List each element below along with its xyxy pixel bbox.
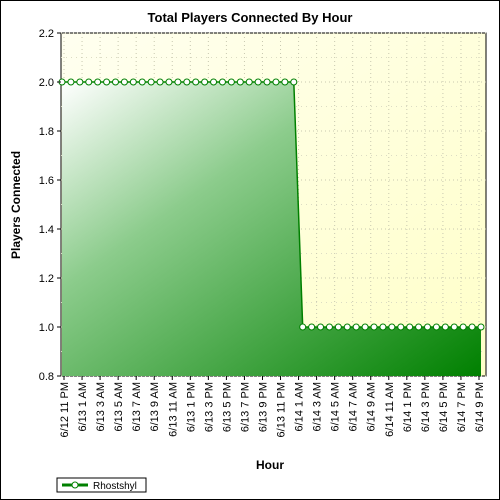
x-tick-label: 6/13 7 AM — [131, 382, 143, 432]
x-tick-label: 6/13 11 AM — [167, 382, 179, 437]
x-tick-label: 6/13 9 AM — [149, 382, 161, 432]
y-tick-label: 1.8 — [39, 126, 54, 138]
data-point — [281, 78, 289, 86]
data-point — [245, 78, 253, 86]
data-point — [299, 323, 307, 331]
y-tick-label: 1.0 — [39, 322, 54, 334]
data-point — [432, 323, 440, 331]
data-point — [468, 323, 476, 331]
x-tick-labels: 6/12 11 PM 6/13 1 AM 6/13 3 AM 6/13 5 AM 6/1… — [59, 376, 486, 437]
y-tick-label: 2.0 — [39, 77, 54, 89]
data-point — [138, 78, 146, 86]
legend-box — [56, 477, 147, 493]
x-tick-label: 6/14 11 AM — [384, 382, 396, 437]
data-point — [129, 78, 137, 86]
data-point — [308, 323, 316, 331]
data-point — [361, 323, 369, 331]
x-tick-label: 6/13 11 PM — [276, 382, 288, 437]
x-axis-title: Hour — [256, 458, 284, 472]
x-tick-label: 6/14 9 PM — [474, 382, 486, 432]
x-tick-label: 6/13 3 PM — [203, 382, 215, 432]
data-point — [272, 78, 280, 86]
y-axis-title: Players Connected — [9, 151, 23, 259]
data-point — [406, 323, 414, 331]
data-point — [85, 78, 93, 86]
data-point — [254, 78, 262, 86]
data-point — [156, 78, 164, 86]
data-point — [424, 323, 432, 331]
y-tick-label: 1.6 — [39, 175, 54, 187]
x-tick-label: 6/14 9 AM — [366, 382, 378, 432]
data-point — [111, 78, 119, 86]
data-point — [370, 323, 378, 331]
data-point — [388, 323, 396, 331]
data-point — [236, 78, 244, 86]
x-tick-label: 6/14 3 PM — [420, 382, 432, 432]
x-tick-label: 6/14 5 PM — [438, 382, 450, 432]
series-area — [62, 82, 481, 376]
x-tick-label: 6/14 5 AM — [330, 382, 342, 432]
data-point — [343, 323, 351, 331]
data-point — [94, 78, 102, 86]
data-point — [165, 78, 173, 86]
data-point — [210, 78, 218, 86]
data-point — [290, 78, 298, 86]
data-point — [218, 78, 226, 86]
data-point — [67, 78, 75, 86]
data-point — [76, 78, 84, 86]
y-tick-labels: 0.8 1.0 1.2 1.4 1.6 1.8 2.0 2.2 — [39, 28, 61, 383]
y-tick-label: 0.8 — [39, 371, 54, 383]
x-tick-label: 6/14 3 AM — [312, 382, 324, 432]
x-tick-label: 6/13 7 PM — [239, 382, 251, 432]
data-point — [192, 78, 200, 86]
chart-title: Total Players Connected By Hour — [148, 10, 353, 25]
data-point — [352, 323, 360, 331]
x-tick-label: 6/14 1 AM — [294, 382, 306, 432]
y-tick-label: 2.2 — [39, 28, 54, 40]
data-point — [325, 323, 333, 331]
x-tick-label: 6/12 11 PM — [59, 382, 71, 437]
series-points — [58, 78, 485, 331]
data-point — [334, 323, 342, 331]
data-point — [227, 78, 235, 86]
x-tick-label: 6/14 7 PM — [456, 382, 468, 432]
data-point — [379, 323, 387, 331]
data-point — [103, 78, 111, 86]
data-point — [450, 323, 458, 331]
y-tick-label: 1.2 — [39, 273, 54, 285]
data-point — [201, 78, 209, 86]
legend: Rhostshyl — [56, 477, 147, 493]
data-point — [120, 78, 128, 86]
data-point — [317, 323, 325, 331]
data-point — [263, 78, 271, 86]
data-point — [459, 323, 467, 331]
data-point — [441, 323, 449, 331]
data-point — [477, 323, 485, 331]
y-tick-label: 1.4 — [39, 224, 54, 236]
x-tick-label: 6/13 1 PM — [185, 382, 197, 432]
legend-marker — [71, 481, 79, 489]
data-point — [147, 78, 155, 86]
data-point — [415, 323, 423, 331]
x-tick-label: 6/14 1 PM — [402, 382, 414, 432]
x-tick-label: 6/13 5 AM — [113, 382, 125, 432]
x-tick-label: 6/13 3 AM — [95, 382, 107, 432]
x-tick-label: 6/13 9 PM — [257, 382, 269, 432]
data-point — [397, 323, 405, 331]
legend-label: Rhostshyl — [93, 481, 137, 492]
x-tick-label: 6/14 7 AM — [348, 382, 360, 432]
x-tick-label: 6/13 5 PM — [221, 382, 233, 432]
data-point — [183, 78, 191, 86]
x-tick-label: 6/13 1 AM — [77, 382, 89, 432]
data-point — [174, 78, 182, 86]
